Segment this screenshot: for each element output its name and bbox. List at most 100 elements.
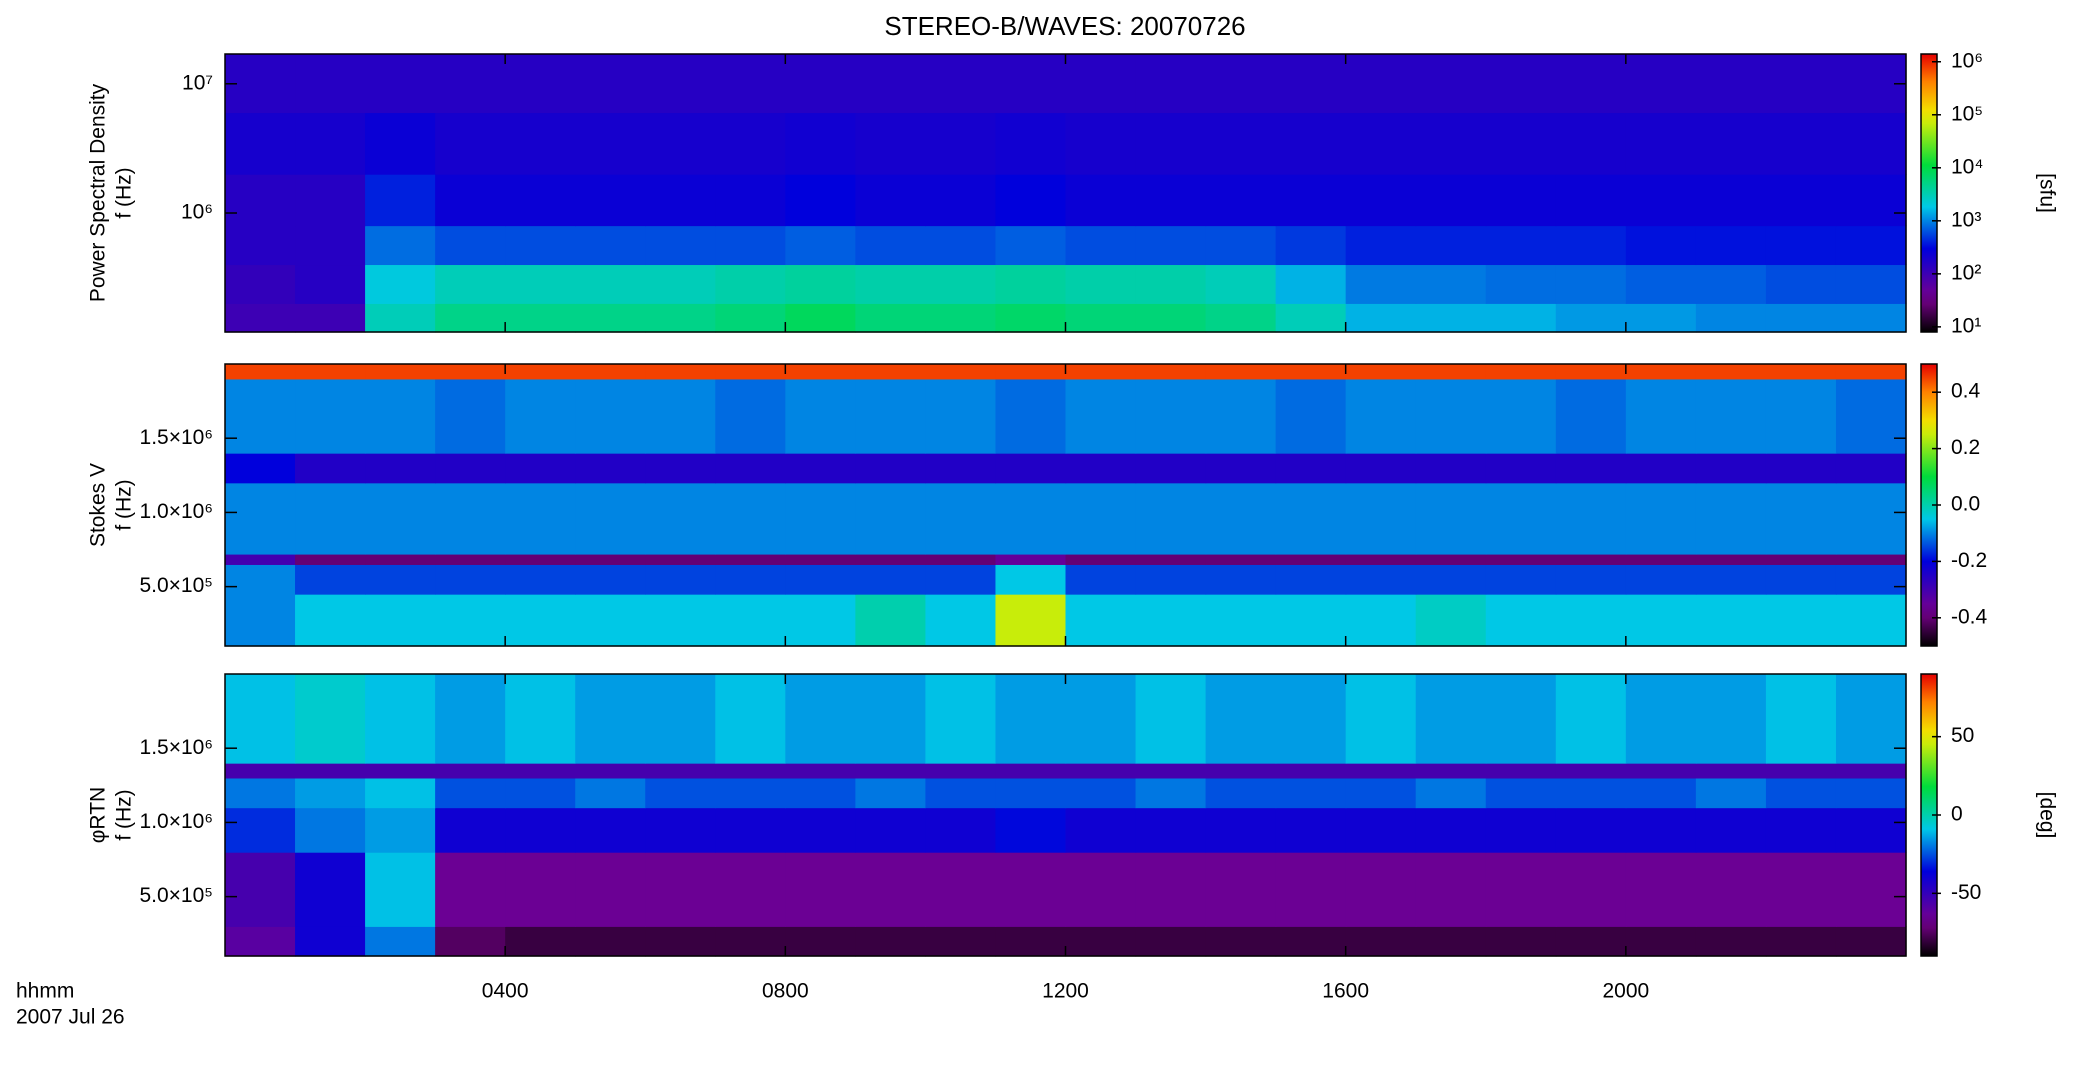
- heatmap-cell: [1275, 594, 1347, 647]
- heatmap-cell: [1765, 112, 1837, 175]
- heatmap-cell: [1835, 174, 1907, 227]
- heatmap-cell: [1135, 674, 1207, 764]
- y-tick-label: 1.5×10⁶: [140, 736, 213, 759]
- heatmap-cell: [715, 674, 786, 764]
- heatmap-cell: [1415, 482, 1487, 555]
- heatmap-cell: [435, 264, 506, 304]
- heatmap-cell: [1135, 225, 1207, 266]
- heatmap-cell: [1205, 594, 1277, 647]
- heatmap-cell: [1205, 225, 1277, 266]
- heatmap-cell: [1485, 674, 1557, 764]
- heatmap-cell: [1065, 112, 1137, 175]
- heatmap-cell: [1555, 482, 1627, 555]
- heatmap-cell: [295, 54, 366, 114]
- heatmap-cell: [1555, 777, 1627, 809]
- heatmap-cell: [1625, 264, 1697, 304]
- heatmap-cell: [1625, 852, 1697, 927]
- heatmap-cell: [365, 852, 436, 927]
- heatmap-cell: [715, 364, 786, 380]
- heatmap-cell: [1345, 594, 1417, 647]
- heatmap-cell: [1555, 674, 1627, 764]
- heatmap-cell: [225, 303, 296, 333]
- heatmap-cell: [1765, 674, 1837, 764]
- heatmap-cell: [435, 594, 506, 647]
- colorbar-tick-label: 10⁵: [1951, 102, 1983, 125]
- heatmap-cell: [365, 553, 436, 565]
- heatmap-cell: [715, 763, 786, 779]
- heatmap-cell: [925, 174, 997, 227]
- heatmap-cell: [995, 553, 1067, 565]
- y-axis-label: Power Spectral Density: [87, 83, 110, 302]
- heatmap-cell: [1345, 852, 1417, 927]
- heatmap-cell: [295, 674, 366, 764]
- heatmap-cell: [505, 303, 576, 333]
- y-tick-label: 5.0×10⁵: [139, 574, 213, 597]
- heatmap-cell: [1205, 674, 1277, 764]
- heatmap-cell: [435, 225, 506, 266]
- heatmap-cell: [505, 594, 576, 647]
- heatmap-cell: [995, 482, 1067, 555]
- heatmap-cell: [1415, 112, 1487, 175]
- heatmap-cell: [1205, 852, 1277, 927]
- heatmap-cell: [1275, 482, 1347, 555]
- heatmap-cell: [225, 807, 296, 853]
- heatmap-cell: [435, 564, 506, 595]
- heatmap-cell: [785, 763, 856, 779]
- heatmap-cell: [1555, 926, 1627, 957]
- heatmap-cell: [1485, 54, 1557, 114]
- heatmap-cell: [1135, 303, 1207, 333]
- heatmap-cell: [1765, 564, 1837, 595]
- heatmap-cell: [575, 564, 646, 595]
- heatmap-cell: [365, 777, 436, 809]
- heatmap-cell: [1065, 54, 1137, 114]
- heatmap-cell: [365, 453, 436, 484]
- heatmap-cell: [645, 364, 716, 380]
- heatmap-cell: [1275, 112, 1347, 175]
- heatmap-cell: [365, 564, 436, 595]
- heatmap-cell: [1835, 852, 1907, 927]
- heatmap-cell: [1065, 482, 1137, 555]
- heatmap-cell: [295, 807, 366, 853]
- heatmap-cell: [1415, 807, 1487, 853]
- heatmap-cell: [505, 54, 576, 114]
- heatmap-cell: [1625, 777, 1697, 809]
- heatmap-cell: [1835, 303, 1907, 333]
- heatmap-cell: [785, 807, 856, 853]
- colorbar-tick-label: -0.4: [1951, 605, 1988, 628]
- heatmap-cell: [1415, 594, 1487, 647]
- heatmap-cell: [1695, 364, 1767, 380]
- heatmap-cell: [1695, 453, 1767, 484]
- heatmap-cell: [295, 852, 366, 927]
- heatmap-cell: [785, 926, 856, 957]
- heatmap-cell: [995, 674, 1067, 764]
- heatmap-cell: [505, 807, 576, 853]
- heatmap-cell: [1555, 54, 1627, 114]
- heatmap-cell: [1065, 674, 1137, 764]
- heatmap-cell: [295, 453, 366, 484]
- heatmap-cell: [995, 852, 1067, 927]
- heatmap-cell: [435, 54, 506, 114]
- heatmap-cell: [1345, 303, 1417, 333]
- heatmap-cell: [505, 482, 576, 555]
- heatmap-cell: [225, 378, 296, 454]
- heatmap-cell: [1695, 594, 1767, 647]
- heatmap-cell: [225, 174, 296, 227]
- heatmap-cell: [645, 378, 716, 454]
- heatmap-cell: [1555, 763, 1627, 779]
- x-tick-label: 1600: [1322, 980, 1369, 1003]
- y-axis-label: Stokes V: [87, 463, 110, 547]
- heatmap-cell: [1415, 553, 1487, 565]
- heatmap-cell: [1485, 112, 1557, 175]
- heatmap-cell: [435, 807, 506, 853]
- heatmap-cell: [1345, 926, 1417, 957]
- heatmap-cell: [575, 777, 646, 809]
- heatmap-cell: [925, 564, 997, 595]
- heatmap-cell: [1485, 174, 1557, 227]
- heatmap-cell: [1275, 777, 1347, 809]
- heatmap-cell: [995, 112, 1067, 175]
- colorbar-tick-label: 0: [1951, 803, 1963, 826]
- heatmap-cell: [575, 264, 646, 304]
- heatmap-cell: [1275, 364, 1347, 380]
- heatmap-cell: [1345, 112, 1417, 175]
- heatmap-cell: [785, 482, 856, 555]
